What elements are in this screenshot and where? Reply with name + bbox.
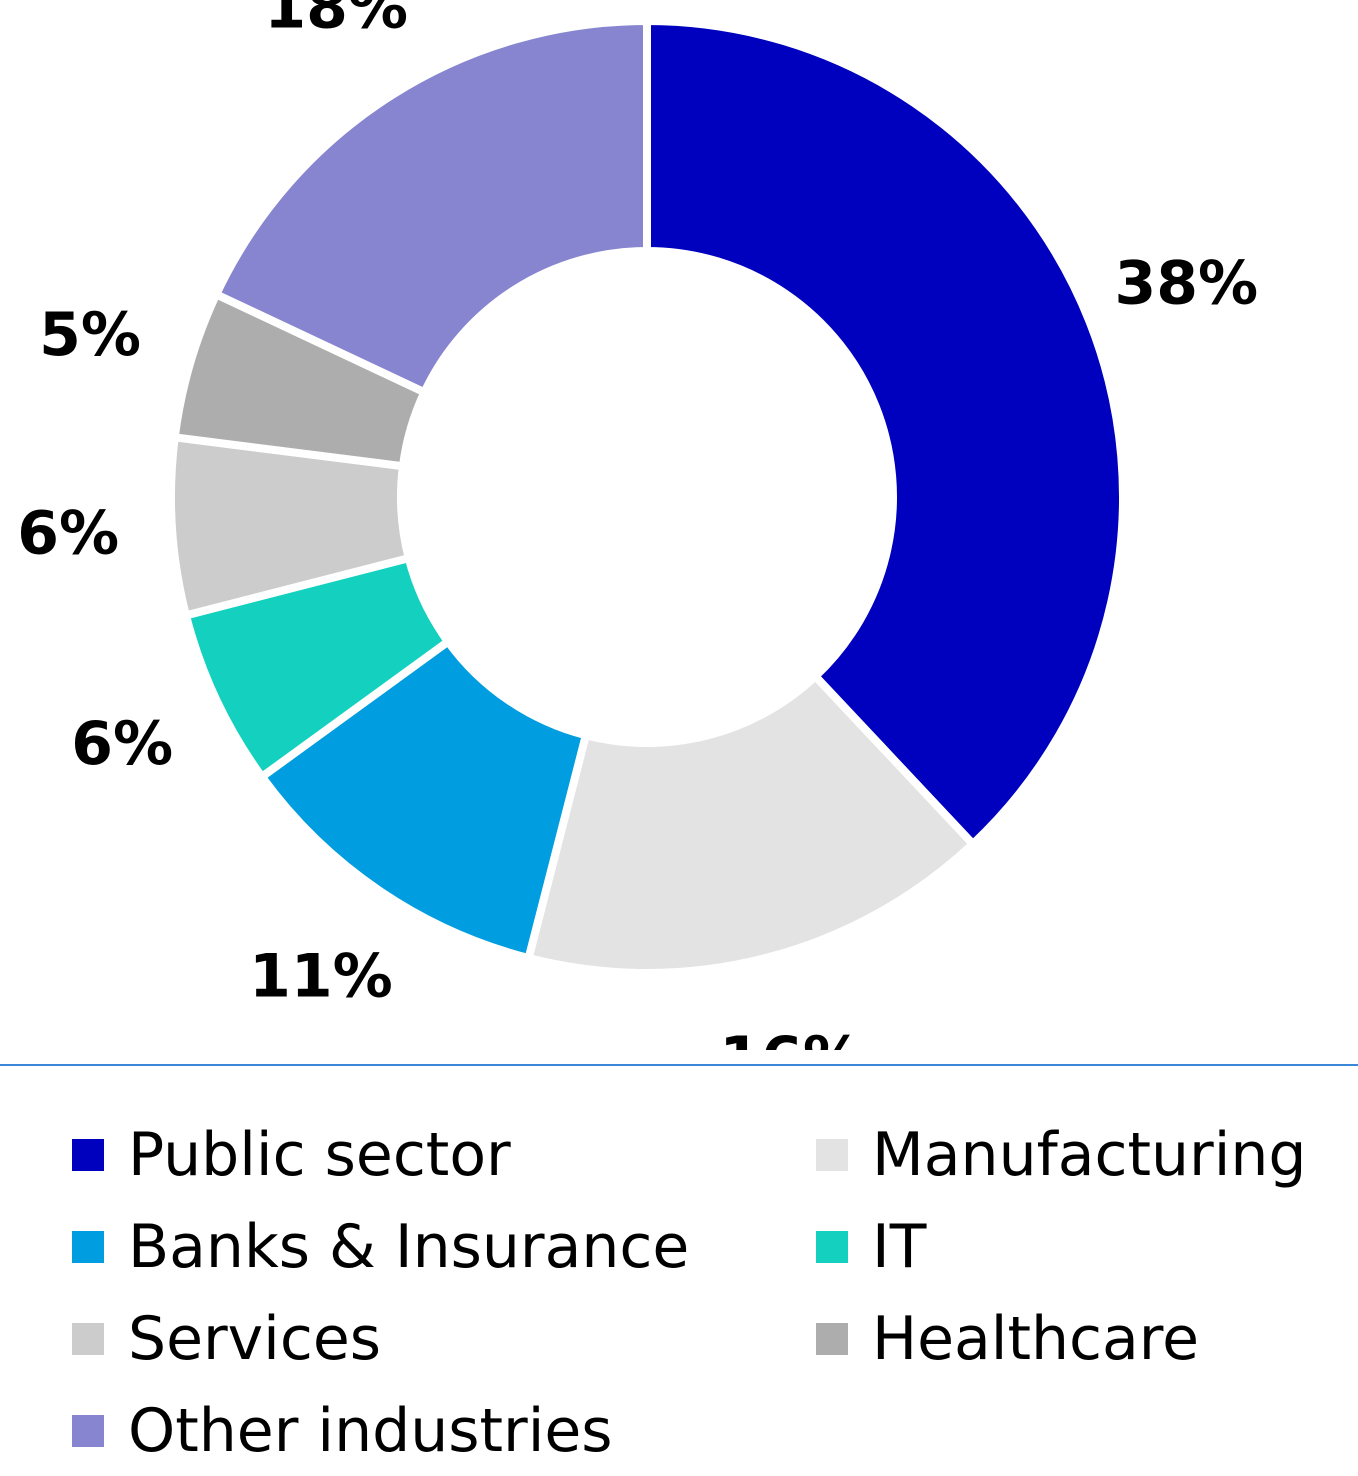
legend-swatch (72, 1231, 104, 1263)
data-label-public-sector: 38% (1114, 248, 1258, 318)
chart-legend: Public sector Manufacturing Banks & Insura… (0, 1110, 1358, 1464)
legend-item-public-sector: Public sector (72, 1110, 511, 1200)
legend-label: Healthcare (872, 1304, 1200, 1374)
legend-item-healthcare: Healthcare (816, 1294, 1199, 1384)
legend-swatch (816, 1231, 848, 1263)
legend-label: Services (128, 1304, 382, 1374)
legend-item-other-industries: Other industries (72, 1386, 613, 1476)
legend-swatch (816, 1139, 848, 1171)
legend-item-banks-and-insurance: Banks & Insurance (72, 1202, 689, 1292)
legend-item-it: IT (816, 1202, 926, 1292)
slice-public-sector (643, 16, 1127, 850)
legend-label: Banks & Insurance (128, 1212, 690, 1282)
slice-other-industries (210, 16, 651, 398)
data-label-manufacturing: 16% (719, 1024, 863, 1050)
data-label-services: 6% (17, 498, 119, 568)
legend-item-manufacturing: Manufacturing (816, 1110, 1306, 1200)
legend-item-services: Services (72, 1294, 381, 1384)
legend-label: IT (872, 1212, 927, 1282)
legend-swatch (816, 1323, 848, 1355)
legend-swatch (72, 1139, 104, 1171)
data-label-other-industries: 18% (264, 0, 408, 42)
data-label-healthcare: 5% (39, 300, 141, 370)
data-label-banks-and-insurance: 11% (249, 942, 393, 1012)
legend-swatch (72, 1323, 104, 1355)
slice-manufacturing (523, 670, 979, 977)
donut-chart: 38% 16% 11% 6% 6% 5% 18% (17, 0, 1258, 1050)
data-label-it: 6% (71, 709, 173, 779)
legend-divider (0, 1064, 1358, 1066)
legend-label: Other industries (128, 1396, 613, 1466)
legend-swatch (72, 1415, 104, 1447)
legend-label: Public sector (128, 1120, 511, 1190)
legend-label: Manufacturing (872, 1120, 1307, 1190)
